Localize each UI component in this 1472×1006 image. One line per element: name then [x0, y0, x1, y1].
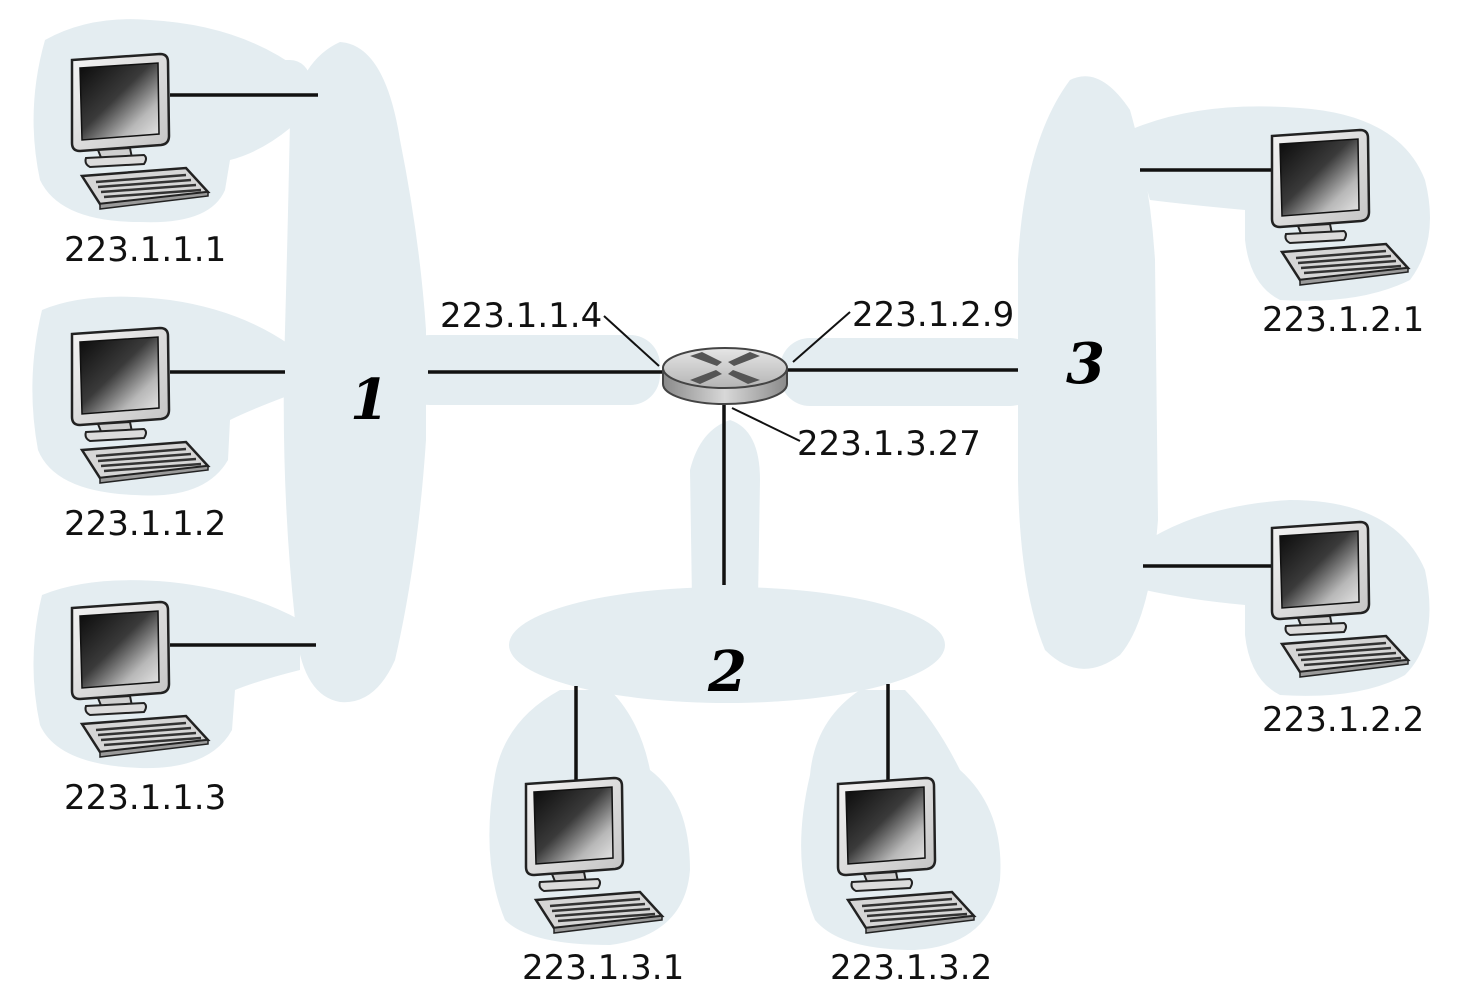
- host-ip-label: 223.1.1.2: [64, 504, 227, 544]
- subnet-1-label: 1: [350, 367, 389, 433]
- router-interface-label: 223.1.2.9: [852, 295, 1015, 335]
- router-icon[interactable]: [662, 347, 788, 405]
- subnet-1-links: [170, 93, 664, 647]
- host-ip-label: 223.1.1.1: [64, 230, 227, 270]
- subnet-3-links: [786, 168, 1272, 568]
- host-ip-label: 223.1.3.2: [830, 948, 993, 988]
- router-interface-label: 223.1.1.4: [440, 296, 603, 336]
- host-ip-label: 223.1.2.2: [1262, 700, 1425, 740]
- host-ip-label: 223.1.2.1: [1262, 300, 1425, 340]
- host-ip-label: 223.1.3.1: [522, 948, 685, 988]
- host-ip-label: 223.1.1.3: [64, 778, 227, 818]
- interface-leaders: [603, 311, 851, 442]
- subnet-3-label: 3: [1066, 331, 1105, 397]
- router-interface-label: 223.1.3.27: [797, 424, 981, 464]
- subnet-2-label: 2: [708, 639, 747, 705]
- subnet-2-links: [574, 405, 890, 780]
